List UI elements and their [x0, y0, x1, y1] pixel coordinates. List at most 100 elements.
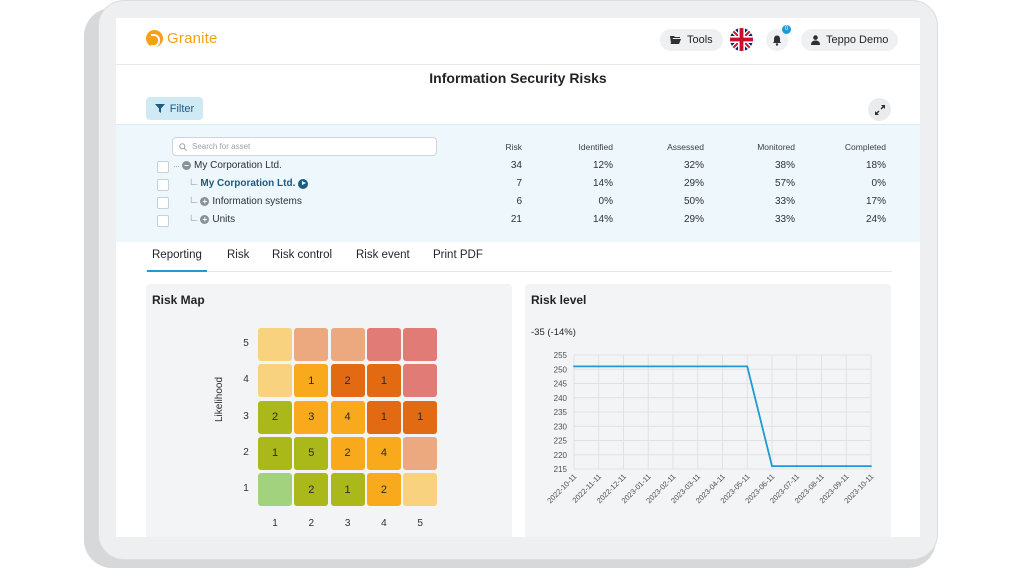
asset-name: My Corporation Ltd. [194, 160, 282, 171]
risk-level-point [597, 365, 600, 368]
risk-level-delta: -35 (-14%) [531, 327, 576, 338]
risk-map-cell[interactable] [403, 473, 438, 507]
column-header-assessed[interactable]: Assessed [667, 142, 704, 152]
risk-map-cell[interactable]: 5 [294, 436, 329, 470]
risk-map-cell[interactable] [403, 364, 438, 398]
monitored-pct: 33% [774, 214, 795, 225]
risk-count: 21 [510, 214, 522, 225]
folder-open-icon [670, 36, 681, 44]
risk-map-y-tick: 5 [243, 338, 249, 349]
risk-map-x-tick: 1 [272, 517, 278, 529]
risk-map-cell[interactable] [258, 328, 292, 361]
expand-button[interactable] [868, 98, 891, 121]
asset-panel: Search for asset Risk Identified Assesse… [116, 124, 920, 242]
risk-map-y-tick: 2 [243, 446, 249, 458]
risk-level-point [820, 465, 823, 468]
row-checkbox[interactable] [157, 197, 169, 209]
granite-logo-icon [146, 30, 163, 47]
column-header-identified[interactable]: Identified [578, 142, 614, 152]
y-tick-label: 240 [554, 394, 568, 403]
risk-map-cell[interactable]: 1 [366, 364, 401, 398]
monitored-pct: 38% [774, 160, 795, 171]
tree-node[interactable]: └·· + Information systems [188, 196, 302, 207]
table-row[interactable]: ··· − My Corporation Ltd. 34 12% 32% 38%… [116, 159, 920, 177]
risk-level-point [622, 365, 625, 368]
risk-map-cell[interactable] [258, 473, 292, 507]
table-row[interactable]: └·· + Information systems 6 0% 50% 33% 1… [116, 195, 920, 213]
tree-node[interactable]: ··· − My Corporation Ltd. [173, 160, 282, 171]
tree-node[interactable]: └·· My Corporation Ltd. [188, 178, 309, 189]
risk-map-cell[interactable]: 1 [366, 400, 401, 434]
logo[interactable]: Granite [146, 30, 218, 47]
identified-pct: 12% [592, 160, 613, 171]
notifications-button[interactable] [766, 29, 788, 51]
tab-print-pdf[interactable]: Print PDF [433, 249, 483, 261]
risk-map-cell[interactable] [366, 328, 401, 361]
column-header-risk[interactable]: Risk [505, 142, 522, 152]
risk-map-cell[interactable]: 1 [403, 400, 438, 434]
tools-label: Tools [687, 34, 713, 46]
monitored-pct: 33% [774, 196, 795, 207]
tab-reporting[interactable]: Reporting [147, 249, 207, 272]
bell-icon [773, 35, 781, 46]
completed-pct: 17% [865, 196, 886, 207]
risk-map-cell[interactable]: 3 [294, 400, 329, 434]
risk-map-cell[interactable] [258, 364, 292, 398]
asset-search-input[interactable]: Search for asset [172, 137, 437, 156]
expand-node-icon[interactable]: + [200, 215, 210, 224]
risk-map-cell[interactable]: 1 [294, 364, 329, 398]
table-row[interactable]: └·· My Corporation Ltd. 7 14% 29% 57% 0% [116, 177, 920, 195]
risk-map-cell[interactable]: 1 [330, 473, 365, 507]
risk-map-cell[interactable]: 2 [258, 400, 292, 434]
table-row[interactable]: └·· + Units 21 14% 29% 33% 24% [116, 213, 920, 231]
risk-map-cell[interactable]: 1 [258, 436, 292, 470]
risk-level-point [771, 465, 773, 468]
tree-connector: ··· [173, 160, 180, 171]
assessed-pct: 50% [683, 196, 704, 207]
column-header-monitored[interactable]: Monitored [757, 142, 795, 152]
assessed-pct: 29% [683, 214, 704, 225]
uk-flag-icon[interactable] [730, 28, 753, 51]
risk-map-cell[interactable]: 2 [330, 364, 365, 398]
play-icon[interactable] [298, 178, 309, 189]
tree-node[interactable]: └·· + Units [188, 214, 235, 225]
expand-node-icon[interactable]: + [200, 197, 210, 206]
tab-risk-control[interactable]: Risk control [272, 249, 333, 261]
risk-map-cell[interactable]: 2 [366, 473, 401, 507]
tools-button[interactable]: Tools [660, 29, 723, 51]
row-checkbox[interactable] [157, 161, 169, 173]
column-header-completed[interactable]: Completed [844, 142, 886, 152]
risk-map-cell[interactable] [403, 328, 438, 361]
risk-map-cell[interactable] [403, 436, 438, 470]
asset-name-link[interactable]: My Corporation Ltd. [200, 178, 296, 189]
risk-map-cell[interactable] [330, 328, 365, 361]
collapse-icon[interactable]: − [182, 161, 191, 170]
risk-map-cell[interactable] [294, 328, 329, 361]
filter-icon [154, 104, 165, 113]
tab-risk-event[interactable]: Risk event [356, 249, 410, 261]
filter-button[interactable]: Filter [146, 97, 203, 120]
user-menu-button[interactable]: Teppo Demo [801, 29, 899, 51]
risk-level-point [647, 365, 650, 368]
risk-map-cell[interactable]: 2 [330, 436, 365, 470]
tab-risk[interactable]: Risk [227, 249, 250, 261]
asset-search-placeholder: Search for asset [192, 142, 251, 151]
risk-level-point [746, 365, 749, 368]
asset-name: Units [212, 214, 236, 225]
risk-map-y-tick: 1 [243, 483, 249, 495]
risk-map-x-tick: 5 [417, 517, 423, 529]
risk-map-cell[interactable]: 2 [294, 473, 329, 507]
y-tick-label: 230 [554, 422, 568, 431]
risk-map-cell[interactable]: 4 [330, 400, 365, 434]
risk-map-cell[interactable]: 4 [366, 436, 401, 470]
row-checkbox[interactable] [157, 179, 169, 191]
y-tick-label: 250 [554, 365, 568, 374]
risk-map-y-tick: 3 [243, 410, 249, 422]
y-tick-label: 235 [554, 408, 568, 417]
y-tick-label: 225 [554, 437, 568, 446]
row-checkbox[interactable] [157, 215, 169, 227]
top-bar: Granite Tools 0 [116, 18, 920, 65]
search-icon [179, 142, 187, 151]
risk-level-point [721, 365, 724, 368]
